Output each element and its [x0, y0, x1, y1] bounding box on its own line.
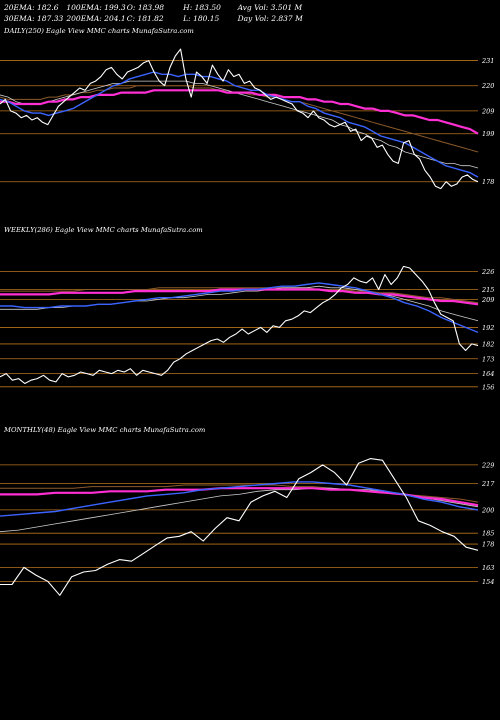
daily-ema-long-line — [0, 89, 479, 135]
weekly-ytick-192: 192 — [482, 324, 494, 332]
monthly-ytick-200: 200 — [481, 506, 494, 514]
stat-30ema: 30EMA: 187.33 — [4, 14, 64, 23]
monthly-ytick-178: 178 — [482, 541, 494, 549]
stat-avg-vol: Avg Vol: 3.501 M — [237, 3, 303, 12]
weekly-price-line — [0, 265, 479, 385]
daily-ema-mid-line — [0, 80, 479, 169]
stat-200ema: 200EMA: 204.1 — [66, 14, 126, 23]
monthly-ytick-163: 163 — [482, 564, 494, 572]
monthly-ytick-217: 217 — [481, 480, 495, 488]
stat-100ema: 100EMA: 199.3 — [66, 3, 126, 12]
stat-day-vol: Day Vol: 2.837 M — [237, 14, 303, 23]
daily-ytick-220: 220 — [481, 82, 494, 90]
daily-price-line — [0, 48, 479, 190]
monthly-ytick-229: 229 — [481, 461, 494, 469]
weekly-ytick-182: 182 — [482, 340, 494, 348]
monthly-ytick-185: 185 — [482, 530, 494, 538]
stat-low: L: 180.15 — [183, 14, 220, 23]
stats-header: 20EMA: 182.6 100EMA: 199.3 O: 183.98 H: … — [4, 2, 303, 24]
weekly-ytick-215: 215 — [481, 286, 494, 294]
weekly-ytick-156: 156 — [482, 383, 494, 391]
weekly-ema-fast-line — [0, 282, 479, 334]
weekly-ytick-173: 173 — [482, 355, 494, 363]
stat-open: O: 183.98 — [126, 3, 165, 12]
daily-ytick-178: 178 — [482, 178, 494, 186]
daily-ytick-199: 199 — [482, 130, 494, 138]
weekly-ytick-209: 209 — [481, 296, 494, 304]
weekly-ema-long-line — [0, 288, 479, 306]
monthly-ytick-154: 154 — [482, 578, 494, 586]
monthly-price-line — [0, 458, 479, 596]
daily-ytick-231: 231 — [481, 57, 494, 65]
stat-high: H: 183.50 — [183, 3, 221, 12]
stat-close: C: 181.82 — [126, 14, 164, 23]
stats-row-2: 30EMA: 187.33 200EMA: 204.1 C: 181.82 L:… — [4, 13, 303, 24]
weekly-ytick-226: 226 — [481, 268, 494, 276]
stats-row-1: 20EMA: 182.6 100EMA: 199.3 O: 183.98 H: … — [4, 2, 303, 13]
daily-ema-fast-line — [0, 71, 479, 178]
daily-ytick-209: 209 — [481, 107, 494, 115]
daily-chart-title: DAILY(250) Eagle View MMC charts MunafaS… — [4, 27, 194, 35]
monthly-chart-title: MONTHLY(48) Eagle View MMC charts Munafa… — [4, 426, 206, 434]
weekly-ema-brown-line — [0, 287, 479, 304]
stat-20ema: 20EMA: 182.6 — [4, 3, 59, 12]
monthly-ema-fast-line — [0, 481, 479, 517]
weekly-chart-title: WEEKLY(286) Eagle View MMC charts Munafa… — [4, 226, 203, 234]
weekly-ytick-164: 164 — [482, 370, 494, 378]
